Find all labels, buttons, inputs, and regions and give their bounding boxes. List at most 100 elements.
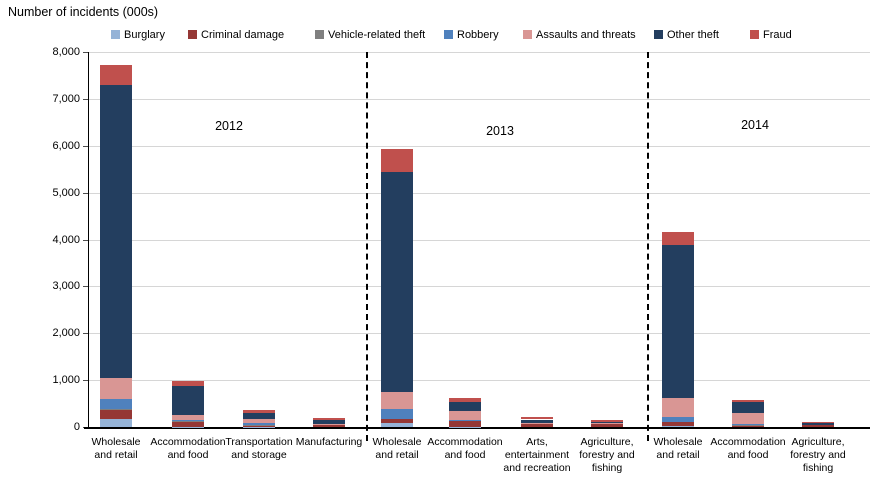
year-separator-line bbox=[647, 52, 649, 441]
y-axis-tick bbox=[83, 239, 88, 241]
bar-segment bbox=[521, 422, 553, 424]
bar-segment bbox=[100, 85, 132, 378]
y-axis-tick bbox=[83, 380, 88, 382]
legend-label: Burglary bbox=[124, 29, 165, 41]
y-tick-label: 3,000 bbox=[52, 280, 80, 293]
bar bbox=[381, 0, 413, 427]
bar-segment bbox=[172, 421, 204, 427]
gridline bbox=[88, 192, 870, 194]
bar-segment bbox=[662, 397, 694, 417]
legend-label: Robbery bbox=[457, 29, 499, 41]
bar-segment bbox=[381, 423, 413, 427]
legend-item: Burglary bbox=[111, 25, 165, 41]
bar-segment bbox=[662, 245, 694, 398]
bar-segment bbox=[732, 413, 764, 425]
bar-segment bbox=[313, 420, 345, 424]
legend-item: Other theft bbox=[654, 25, 719, 41]
legend-item: Fraud bbox=[750, 25, 792, 41]
year-label: 2014 bbox=[741, 118, 769, 132]
y-tick-label: 6,000 bbox=[52, 139, 80, 152]
bar-segment bbox=[521, 423, 553, 427]
legend-swatch-icon bbox=[111, 30, 120, 39]
bar-segment bbox=[381, 149, 413, 173]
bar-segment bbox=[591, 421, 623, 424]
x-category-label: Manufacturing bbox=[295, 436, 363, 448]
x-category-label: Agriculture, forestry and fishing bbox=[790, 436, 846, 474]
y-tick-label: 5,000 bbox=[52, 186, 80, 199]
bar-segment bbox=[100, 409, 132, 420]
legend-label: Assaults and threats bbox=[536, 29, 636, 41]
legend-label: Criminal damage bbox=[201, 29, 285, 41]
bar-segment bbox=[732, 400, 764, 403]
bar-segment bbox=[172, 381, 204, 386]
y-axis-tick bbox=[83, 286, 88, 288]
legend-label: Fraud bbox=[763, 29, 792, 41]
bar-segment bbox=[381, 392, 413, 409]
legend-item: Criminal damage bbox=[188, 25, 284, 41]
x-category-label: Arts, entertainment and recreation bbox=[503, 436, 571, 474]
year-label: 2013 bbox=[486, 124, 514, 138]
bar-segment bbox=[449, 420, 481, 422]
bar bbox=[313, 0, 345, 427]
x-axis-line bbox=[84, 427, 870, 429]
bar-segment bbox=[449, 401, 481, 412]
x-category-label: Wholesale and retail bbox=[372, 436, 422, 461]
y-axis-tick bbox=[83, 98, 88, 100]
bar-segment bbox=[243, 425, 275, 427]
bar bbox=[172, 0, 204, 427]
bar-segment bbox=[732, 424, 764, 427]
gridline bbox=[88, 145, 870, 147]
x-category-label: Agriculture, forestry and fishing bbox=[579, 436, 635, 474]
legend-swatch-icon bbox=[750, 30, 759, 39]
y-tick-label: 4,000 bbox=[52, 233, 80, 246]
bar-segment bbox=[243, 419, 275, 423]
bar-segment bbox=[662, 421, 694, 426]
legend-swatch-icon bbox=[523, 30, 532, 39]
bar-segment bbox=[662, 416, 694, 422]
bar bbox=[802, 0, 834, 427]
x-category-label: Accommodation and food bbox=[710, 436, 786, 461]
bar-segment bbox=[591, 423, 623, 427]
year-separator-line bbox=[366, 52, 368, 441]
bar-segment bbox=[732, 402, 764, 414]
y-tick-label: 2,000 bbox=[52, 327, 80, 340]
bar-segment bbox=[243, 424, 275, 426]
bar-segment bbox=[802, 421, 834, 423]
gridline bbox=[88, 333, 870, 335]
bar-segment bbox=[100, 377, 132, 399]
bar-segment bbox=[449, 421, 481, 427]
bar-segment bbox=[100, 398, 132, 409]
bar-segment bbox=[591, 420, 623, 422]
bar-segment bbox=[662, 425, 694, 427]
x-category-label: Transportation and storage bbox=[225, 436, 293, 461]
gridline bbox=[88, 98, 870, 100]
legend-item: Robbery bbox=[444, 25, 499, 41]
gridline bbox=[88, 286, 870, 288]
chart-title: Number of incidents (000s) bbox=[8, 5, 159, 19]
legend-label: Other theft bbox=[667, 29, 719, 41]
bar bbox=[449, 0, 481, 427]
gridline bbox=[88, 52, 870, 53]
y-axis-tick bbox=[83, 192, 88, 194]
bar-segment bbox=[802, 423, 834, 426]
bar-segment bbox=[100, 419, 132, 427]
y-axis-tick bbox=[83, 52, 88, 53]
y-axis-tick bbox=[83, 145, 88, 147]
x-category-label: Wholesale and retail bbox=[91, 436, 141, 461]
bar-segment bbox=[449, 411, 481, 421]
y-tick-label: 0 bbox=[73, 421, 80, 433]
bar-segment bbox=[802, 425, 834, 427]
bar-segment bbox=[662, 232, 694, 246]
bar-segment bbox=[313, 418, 345, 421]
legend-swatch-icon bbox=[444, 30, 453, 39]
year-label: 2012 bbox=[215, 119, 243, 133]
gridline bbox=[88, 380, 870, 382]
legend-item: Assaults and threats bbox=[523, 25, 636, 41]
bar-segment bbox=[381, 172, 413, 393]
y-tick-label: 8,000 bbox=[52, 46, 80, 58]
legend-label: Vehicle-related theft bbox=[328, 29, 426, 41]
bar-segment bbox=[381, 419, 413, 424]
legend-swatch-icon bbox=[188, 30, 197, 39]
gridline bbox=[88, 239, 870, 241]
